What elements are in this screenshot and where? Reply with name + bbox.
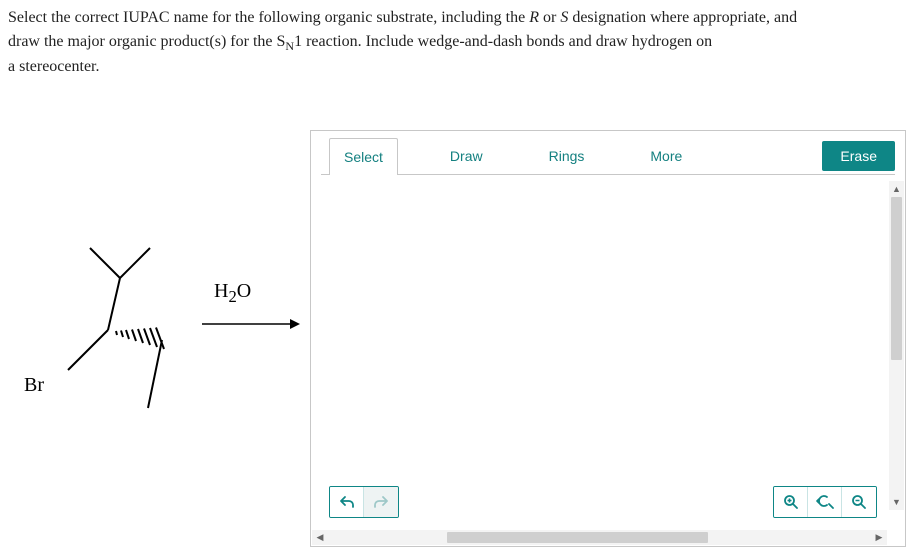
prompt-text: 1 reaction. Include wedge-and-dash bonds… (294, 33, 712, 50)
reagent-h: H (214, 280, 228, 302)
zoom-out-button[interactable] (842, 487, 876, 517)
substrate-structure (28, 238, 198, 438)
reagent-sub: 2 (228, 287, 236, 306)
zoom-fit-button[interactable] (808, 487, 842, 517)
tab-more[interactable]: More (636, 138, 696, 174)
reagent-label: H2O (214, 280, 251, 307)
content-row: H2O Br Select Draw Rings More Erase ▲ ▼ (0, 130, 910, 551)
scroll-thumb[interactable] (447, 532, 708, 543)
prompt-text: draw the major organic product(s) for th… (8, 33, 285, 50)
reaction-arrow (200, 316, 300, 332)
undo-button[interactable] (330, 487, 364, 517)
redo-icon (373, 495, 389, 509)
horizontal-scrollbar[interactable]: ◀ ▶ (312, 530, 887, 545)
scroll-down-icon[interactable]: ▼ (889, 494, 904, 510)
zoom-out-icon (851, 494, 867, 510)
erase-button[interactable]: Erase (822, 141, 895, 171)
leaving-group-label: Br (24, 374, 44, 397)
scroll-right-icon[interactable]: ▶ (871, 530, 887, 545)
question-prompt: Select the correct IUPAC name for the fo… (0, 0, 910, 83)
drawing-panel: Select Draw Rings More Erase ▲ ▼ (310, 130, 906, 547)
toolbar-top: Select Draw Rings More Erase (311, 131, 905, 175)
prompt-text: Select the correct IUPAC name for the fo… (8, 9, 529, 26)
undo-icon (339, 495, 355, 509)
tab-select[interactable]: Select (329, 138, 398, 176)
reagent-o: O (237, 280, 251, 302)
scroll-thumb[interactable] (891, 197, 902, 360)
reaction-scheme: H2O Br (0, 130, 310, 551)
redo-button[interactable] (364, 487, 398, 517)
scroll-up-icon[interactable]: ▲ (889, 181, 904, 197)
scroll-left-icon[interactable]: ◀ (312, 530, 328, 545)
prompt-text: or (539, 9, 560, 26)
zoom-in-button[interactable] (774, 487, 808, 517)
vertical-scrollbar[interactable]: ▲ ▼ (889, 181, 904, 510)
scroll-track[interactable] (328, 530, 871, 545)
history-buttons (329, 486, 399, 518)
tab-rings[interactable]: Rings (535, 138, 599, 174)
toolbar-bottom (329, 486, 877, 518)
scroll-track[interactable] (889, 197, 904, 494)
prompt-text: designation where appropriate, and (568, 9, 797, 26)
zoom-fit-icon (816, 494, 834, 510)
zoom-in-icon (783, 494, 799, 510)
prompt-text: a stereocenter. (8, 58, 100, 75)
subscript-n: N (285, 39, 294, 53)
italic-r: R (529, 9, 539, 26)
zoom-buttons (773, 486, 877, 518)
tab-draw[interactable]: Draw (436, 138, 497, 174)
